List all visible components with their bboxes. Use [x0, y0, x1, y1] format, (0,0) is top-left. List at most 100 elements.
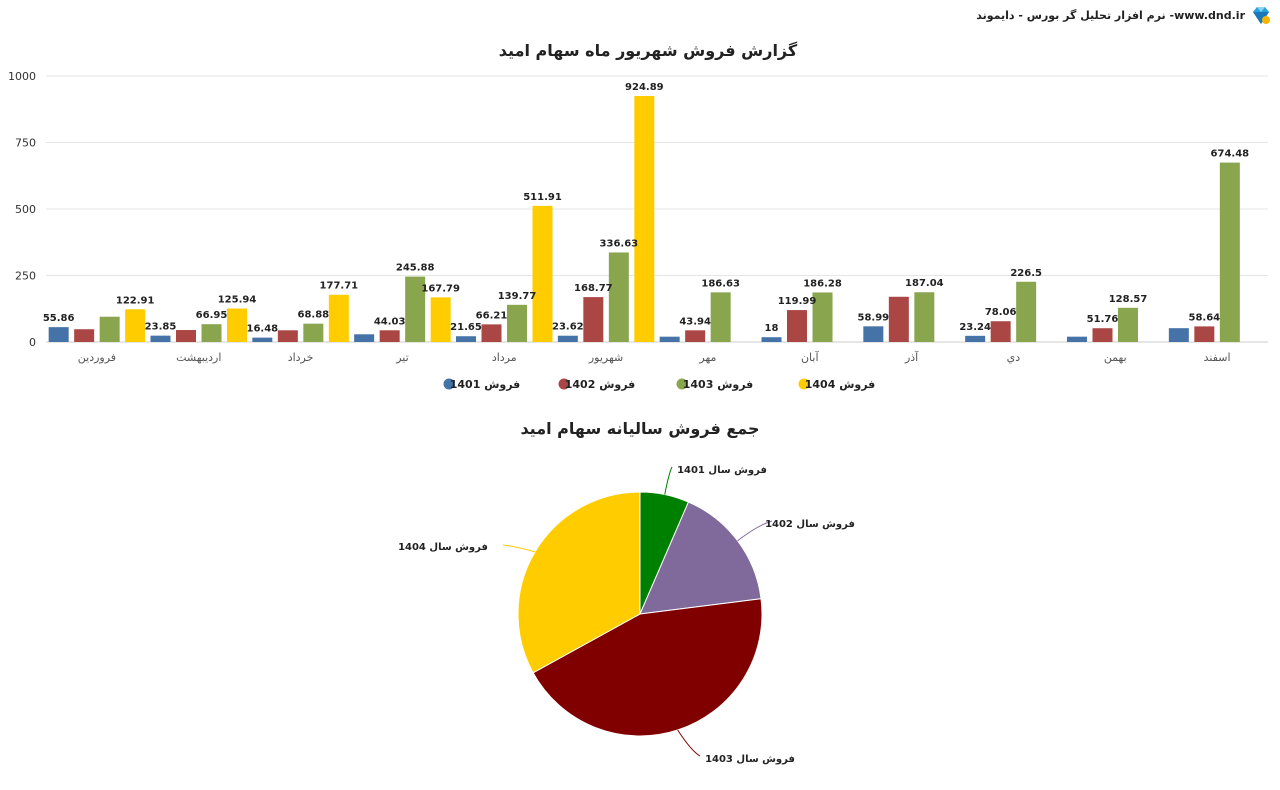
pie-label: فروش سال 1403	[705, 754, 795, 765]
bar-12-series-1	[1168, 328, 1189, 342]
y-tick-label: 500	[15, 203, 36, 216]
data-label: 66.95	[196, 310, 228, 321]
x-tick-label: مهر	[698, 351, 716, 364]
bar-3-series-3	[303, 323, 324, 342]
data-label: 55.86	[43, 313, 75, 324]
bar-11-series-3	[1118, 307, 1138, 342]
bar-10-series-3	[1016, 281, 1037, 342]
y-tick-label: 1000	[8, 70, 36, 83]
bar-chart-y-axis: 0 250 500 750 1000	[8, 70, 36, 349]
bar-2-series-3	[201, 324, 222, 342]
data-label: 78.06	[985, 307, 1017, 318]
data-label: 187.04	[905, 278, 944, 289]
bar-7-series-2	[685, 330, 706, 342]
bar-5-series-1	[456, 336, 476, 342]
data-label: 23.62	[552, 322, 584, 333]
bar-3-series-4	[328, 294, 349, 342]
pie-chart-title: جمع فروش سالیانه سهام امید	[520, 419, 759, 438]
pie-chart-labels: فروش سال 1401 فروش سال 1402 فروش سال 1403 ف…	[398, 465, 855, 765]
pie-slice-2	[639, 501, 762, 615]
x-tick-label: دي	[1007, 351, 1021, 364]
data-label: 23.85	[145, 322, 177, 333]
bar-1-series-1	[48, 327, 69, 342]
bar-chart-title: گزارش فروش شهریور ماه سهام امید	[499, 41, 798, 60]
x-tick-label: خرداد	[288, 351, 314, 364]
y-tick-label: 750	[15, 137, 36, 150]
bar-9-series-1	[863, 326, 884, 342]
bar-10-series-1	[965, 335, 986, 342]
data-label: 58.64	[1189, 312, 1221, 323]
bar-chart-x-axis: فروردین اردیبهشت خرداد تیر مرداد شهریور مهر آبا…	[78, 350, 1231, 364]
legend-label[interactable]: فروش 1403	[683, 378, 754, 391]
bar-6-series-4	[634, 95, 655, 342]
bar-2-series-2	[176, 330, 196, 342]
bar-8-series-1	[761, 337, 782, 342]
pie-label: فروش سال 1404	[398, 542, 488, 553]
data-label: 122.91	[116, 295, 155, 306]
legend-label[interactable]: فروش 1401	[450, 378, 521, 391]
diamond-icon	[1253, 7, 1270, 24]
bar-3-series-1	[252, 337, 273, 342]
bar-4-series-4	[430, 297, 451, 342]
data-label: 336.63	[600, 238, 639, 249]
bar-chart-legend: فروش 1401 فروش 1402 فروش 1403 فروش 1404	[443, 378, 876, 391]
pie-slice-4	[517, 491, 641, 674]
data-label: 168.77	[574, 283, 613, 294]
data-label: 186.63	[701, 278, 740, 289]
data-label: 125.94	[218, 294, 257, 305]
bar-4-series-1	[354, 334, 375, 342]
data-label: 186.28	[803, 278, 842, 289]
pie-connector	[737, 520, 773, 542]
pie-connector	[677, 729, 701, 757]
legend-marker	[443, 378, 455, 390]
data-label: 119.99	[778, 296, 817, 307]
bar-12-series-3	[1219, 162, 1240, 342]
data-label: 128.57	[1109, 294, 1148, 305]
legend-marker	[676, 378, 688, 390]
data-label: 226.5	[1010, 268, 1042, 279]
data-label: 245.88	[396, 263, 435, 274]
y-tick-label: 250	[15, 270, 36, 283]
x-tick-label: شهریور	[588, 351, 623, 364]
legend-label[interactable]: فروش 1402	[565, 378, 636, 391]
pie-connector	[664, 466, 673, 495]
pie-slice-3	[532, 598, 763, 737]
bar-1-series-4	[125, 309, 146, 342]
data-label: 44.03	[374, 316, 406, 327]
brand-header: نرم افزار تحلیل گر بورس - دایموند -www.d…	[976, 4, 1272, 26]
bar-9-series-3	[914, 292, 935, 342]
bar-5-series-3	[507, 304, 527, 342]
legend-label[interactable]: فروش 1404	[805, 378, 876, 391]
x-tick-label: اسفند	[1204, 351, 1231, 364]
bar-11-series-1	[1067, 336, 1087, 342]
bar-chart-bars	[48, 95, 1240, 342]
bar-6-series-3	[608, 252, 629, 342]
bar-chart-data-labels: 55.86 122.91 23.85 66.95 125.94 16.48 68.88 177…	[43, 82, 1249, 335]
legend-marker	[558, 378, 570, 390]
data-label: 16.48	[247, 324, 279, 335]
data-label: 177.71	[320, 281, 359, 292]
pie-label: فروش سال 1401	[677, 465, 767, 476]
bar-2-series-4	[227, 308, 247, 342]
data-label: 924.89	[625, 82, 664, 93]
bar-3-series-2	[277, 330, 298, 342]
bar-10-series-2	[990, 321, 1011, 342]
data-label: 21.65	[450, 322, 482, 333]
bar-8-series-3	[812, 292, 833, 342]
bar-9-series-2	[888, 296, 909, 342]
pie-connector	[502, 544, 536, 553]
x-tick-label: اردیبهشت	[176, 351, 221, 364]
bar-8-series-2	[787, 310, 807, 342]
bar-2-series-1	[150, 335, 171, 342]
data-label: 51.76	[1087, 314, 1119, 325]
data-label: 58.99	[858, 312, 890, 323]
x-tick-label: مرداد	[492, 351, 517, 364]
y-tick-label: 0	[29, 336, 36, 349]
pie-chart-slices	[517, 491, 763, 737]
bar-4-series-3	[405, 276, 426, 342]
data-label: 18	[765, 323, 779, 334]
pie-label: فروش سال 1402	[765, 519, 855, 530]
bar-5-series-4	[532, 205, 553, 342]
bar-chart: گزارش فروش شهریور ماه سهام امید 0 250 500 7…	[8, 41, 1268, 391]
